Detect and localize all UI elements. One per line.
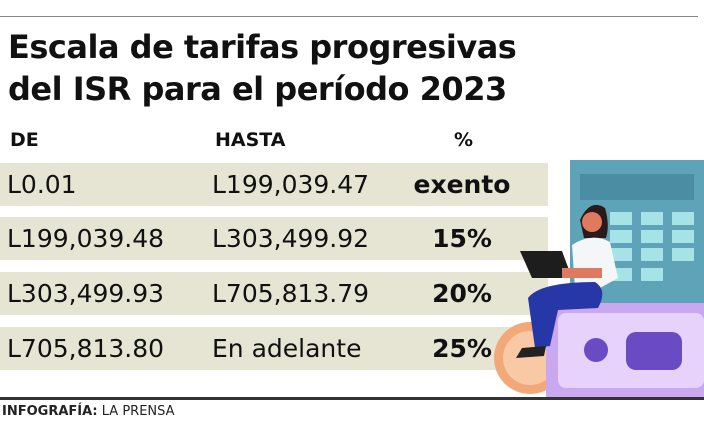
rate-value: 25% [432, 334, 492, 363]
credit-label: INFOGRAFÍA: [2, 404, 98, 419]
title-line-2: del ISR para el período 2023 [8, 70, 507, 108]
from-value: L0.01 [7, 170, 77, 199]
to-value: L303,499.92 [212, 224, 370, 253]
bottom-rule [0, 397, 704, 400]
banknote-icon [546, 303, 704, 398]
table-row: L705,813.80 En adelante 25% [0, 327, 548, 370]
to-value: En adelante [212, 334, 362, 363]
rate-value: 15% [432, 224, 492, 253]
woman-icon [516, 204, 618, 358]
page-title: Escala de tarifas progresivas del ISR pa… [8, 26, 517, 110]
header-percent: % [454, 129, 474, 151]
header-hasta: HASTA [215, 129, 286, 151]
from-value: L199,039.48 [7, 224, 165, 253]
from-value: L705,813.80 [7, 334, 165, 363]
table-row: L303,499.93 L705,813.79 20% [0, 272, 548, 315]
to-value: L705,813.79 [212, 279, 370, 308]
top-rule [0, 16, 698, 17]
title-line-1: Escala de tarifas progresivas [8, 28, 517, 66]
rate-value: exento [413, 170, 511, 199]
to-value: L199,039.47 [212, 170, 370, 199]
header-de: DE [10, 129, 39, 151]
table-row: L199,039.48 L303,499.92 15% [0, 217, 548, 260]
credit-source: LA PRENSA [101, 404, 175, 419]
from-value: L303,499.93 [7, 279, 165, 308]
credit-footer: INFOGRAFÍA: LA PRENSA [2, 404, 175, 419]
rate-value: 20% [432, 279, 492, 308]
woman-calculator-money-illustration [494, 160, 704, 398]
table-row: L0.01 L199,039.47 exento [0, 163, 548, 206]
